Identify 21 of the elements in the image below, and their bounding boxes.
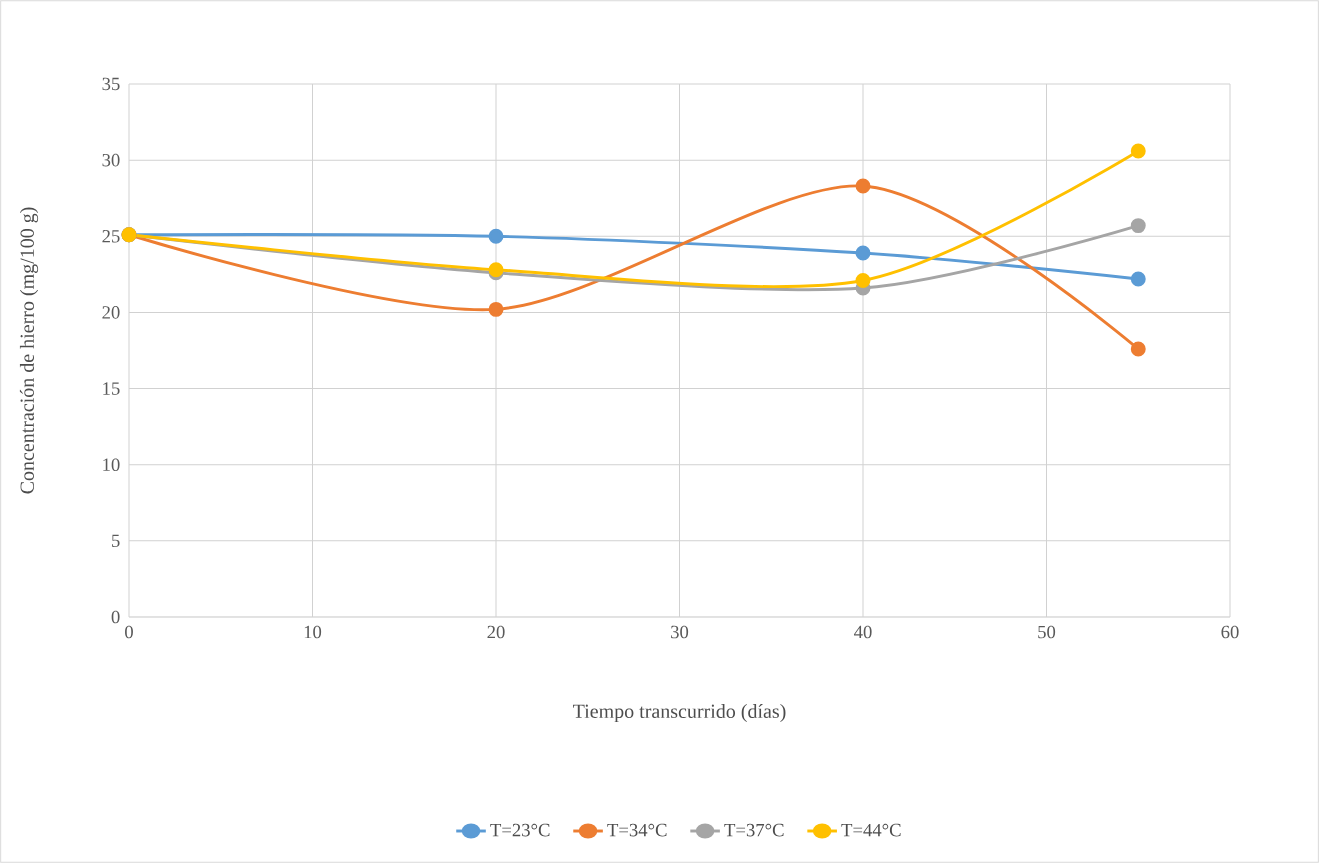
y-tick-label: 5 [112,534,120,548]
y-tick-label: 0 [111,610,120,624]
legend-label: T=23°C [490,823,550,837]
x-tick-label: 0 [125,625,133,639]
y-tick-label: 30 [102,153,120,167]
x-tick-label: 10 [304,625,322,639]
x-axis-title: Tiempo transcurrido (días) [573,703,786,723]
legend-label: T=44°C [841,823,901,837]
x-tick-label: 50 [1038,625,1056,639]
y-tick-label: 10 [103,458,120,472]
y-tick-label: 15 [103,382,120,395]
legend-label: T=34°C [607,823,667,837]
legend-label: T=37°C [724,823,784,837]
x-tick-label: 20 [487,625,505,639]
y-tick-label: 20 [102,306,120,319]
y-tick-label: 35 [102,77,120,91]
y-tick-label: 25 [102,230,120,243]
x-tick-label: 40 [854,625,872,639]
x-tick-label: 60 [1221,625,1239,639]
y-axis-title: Concentración de hierro (mg/100 g) [19,207,39,494]
x-tick-label: 30 [671,625,689,639]
